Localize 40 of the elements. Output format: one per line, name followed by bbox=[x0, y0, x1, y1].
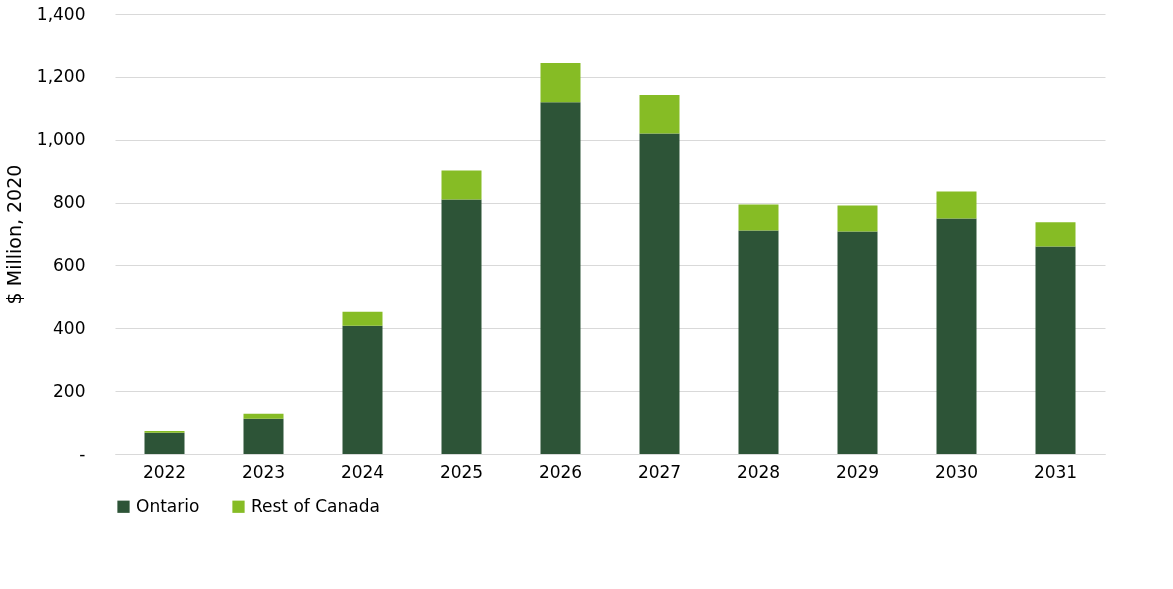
bar bbox=[441, 170, 482, 200]
bar bbox=[243, 418, 284, 454]
bar bbox=[441, 199, 482, 454]
bar bbox=[342, 311, 383, 326]
legend-label: Rest of Canada bbox=[251, 495, 380, 516]
y-axis-title: $ Million, 2020 bbox=[2, 164, 25, 305]
y-tick-label: 1,000 bbox=[36, 129, 86, 150]
bar bbox=[837, 205, 878, 232]
y-tick-label: 600 bbox=[53, 254, 86, 275]
bar bbox=[342, 325, 383, 454]
x-tick-label: 2023 bbox=[241, 461, 286, 482]
bar bbox=[936, 218, 977, 454]
bar bbox=[738, 204, 779, 231]
bar bbox=[243, 413, 284, 419]
y-tick-label: 1,400 bbox=[36, 3, 86, 24]
bar bbox=[936, 191, 977, 219]
x-tick-label: 2022 bbox=[142, 461, 187, 482]
y-tick-label: 200 bbox=[53, 380, 86, 401]
x-tick-label: 2030 bbox=[934, 461, 979, 482]
y-tick-label: 1,200 bbox=[36, 66, 86, 87]
bar bbox=[1035, 222, 1076, 247]
bar bbox=[738, 230, 779, 454]
x-tick-label: 2029 bbox=[835, 461, 880, 482]
bar bbox=[639, 95, 680, 134]
y-tick-label: 400 bbox=[53, 317, 86, 338]
x-tick-label: 2028 bbox=[736, 461, 781, 482]
y-tick-label: 800 bbox=[53, 192, 86, 213]
bar bbox=[540, 102, 581, 454]
bar bbox=[540, 63, 581, 103]
y-tick-label: - bbox=[79, 443, 86, 464]
bar bbox=[144, 432, 185, 454]
x-tick-label: 2024 bbox=[340, 461, 385, 482]
x-tick-label: 2025 bbox=[439, 461, 484, 482]
legend-label: Ontario bbox=[136, 495, 200, 516]
x-tick-label: 2027 bbox=[637, 461, 682, 482]
bar bbox=[1035, 246, 1076, 454]
x-tick-label: 2026 bbox=[538, 461, 583, 482]
bar bbox=[837, 231, 878, 454]
x-tick-label: 2031 bbox=[1033, 461, 1078, 482]
bar bbox=[639, 133, 680, 454]
